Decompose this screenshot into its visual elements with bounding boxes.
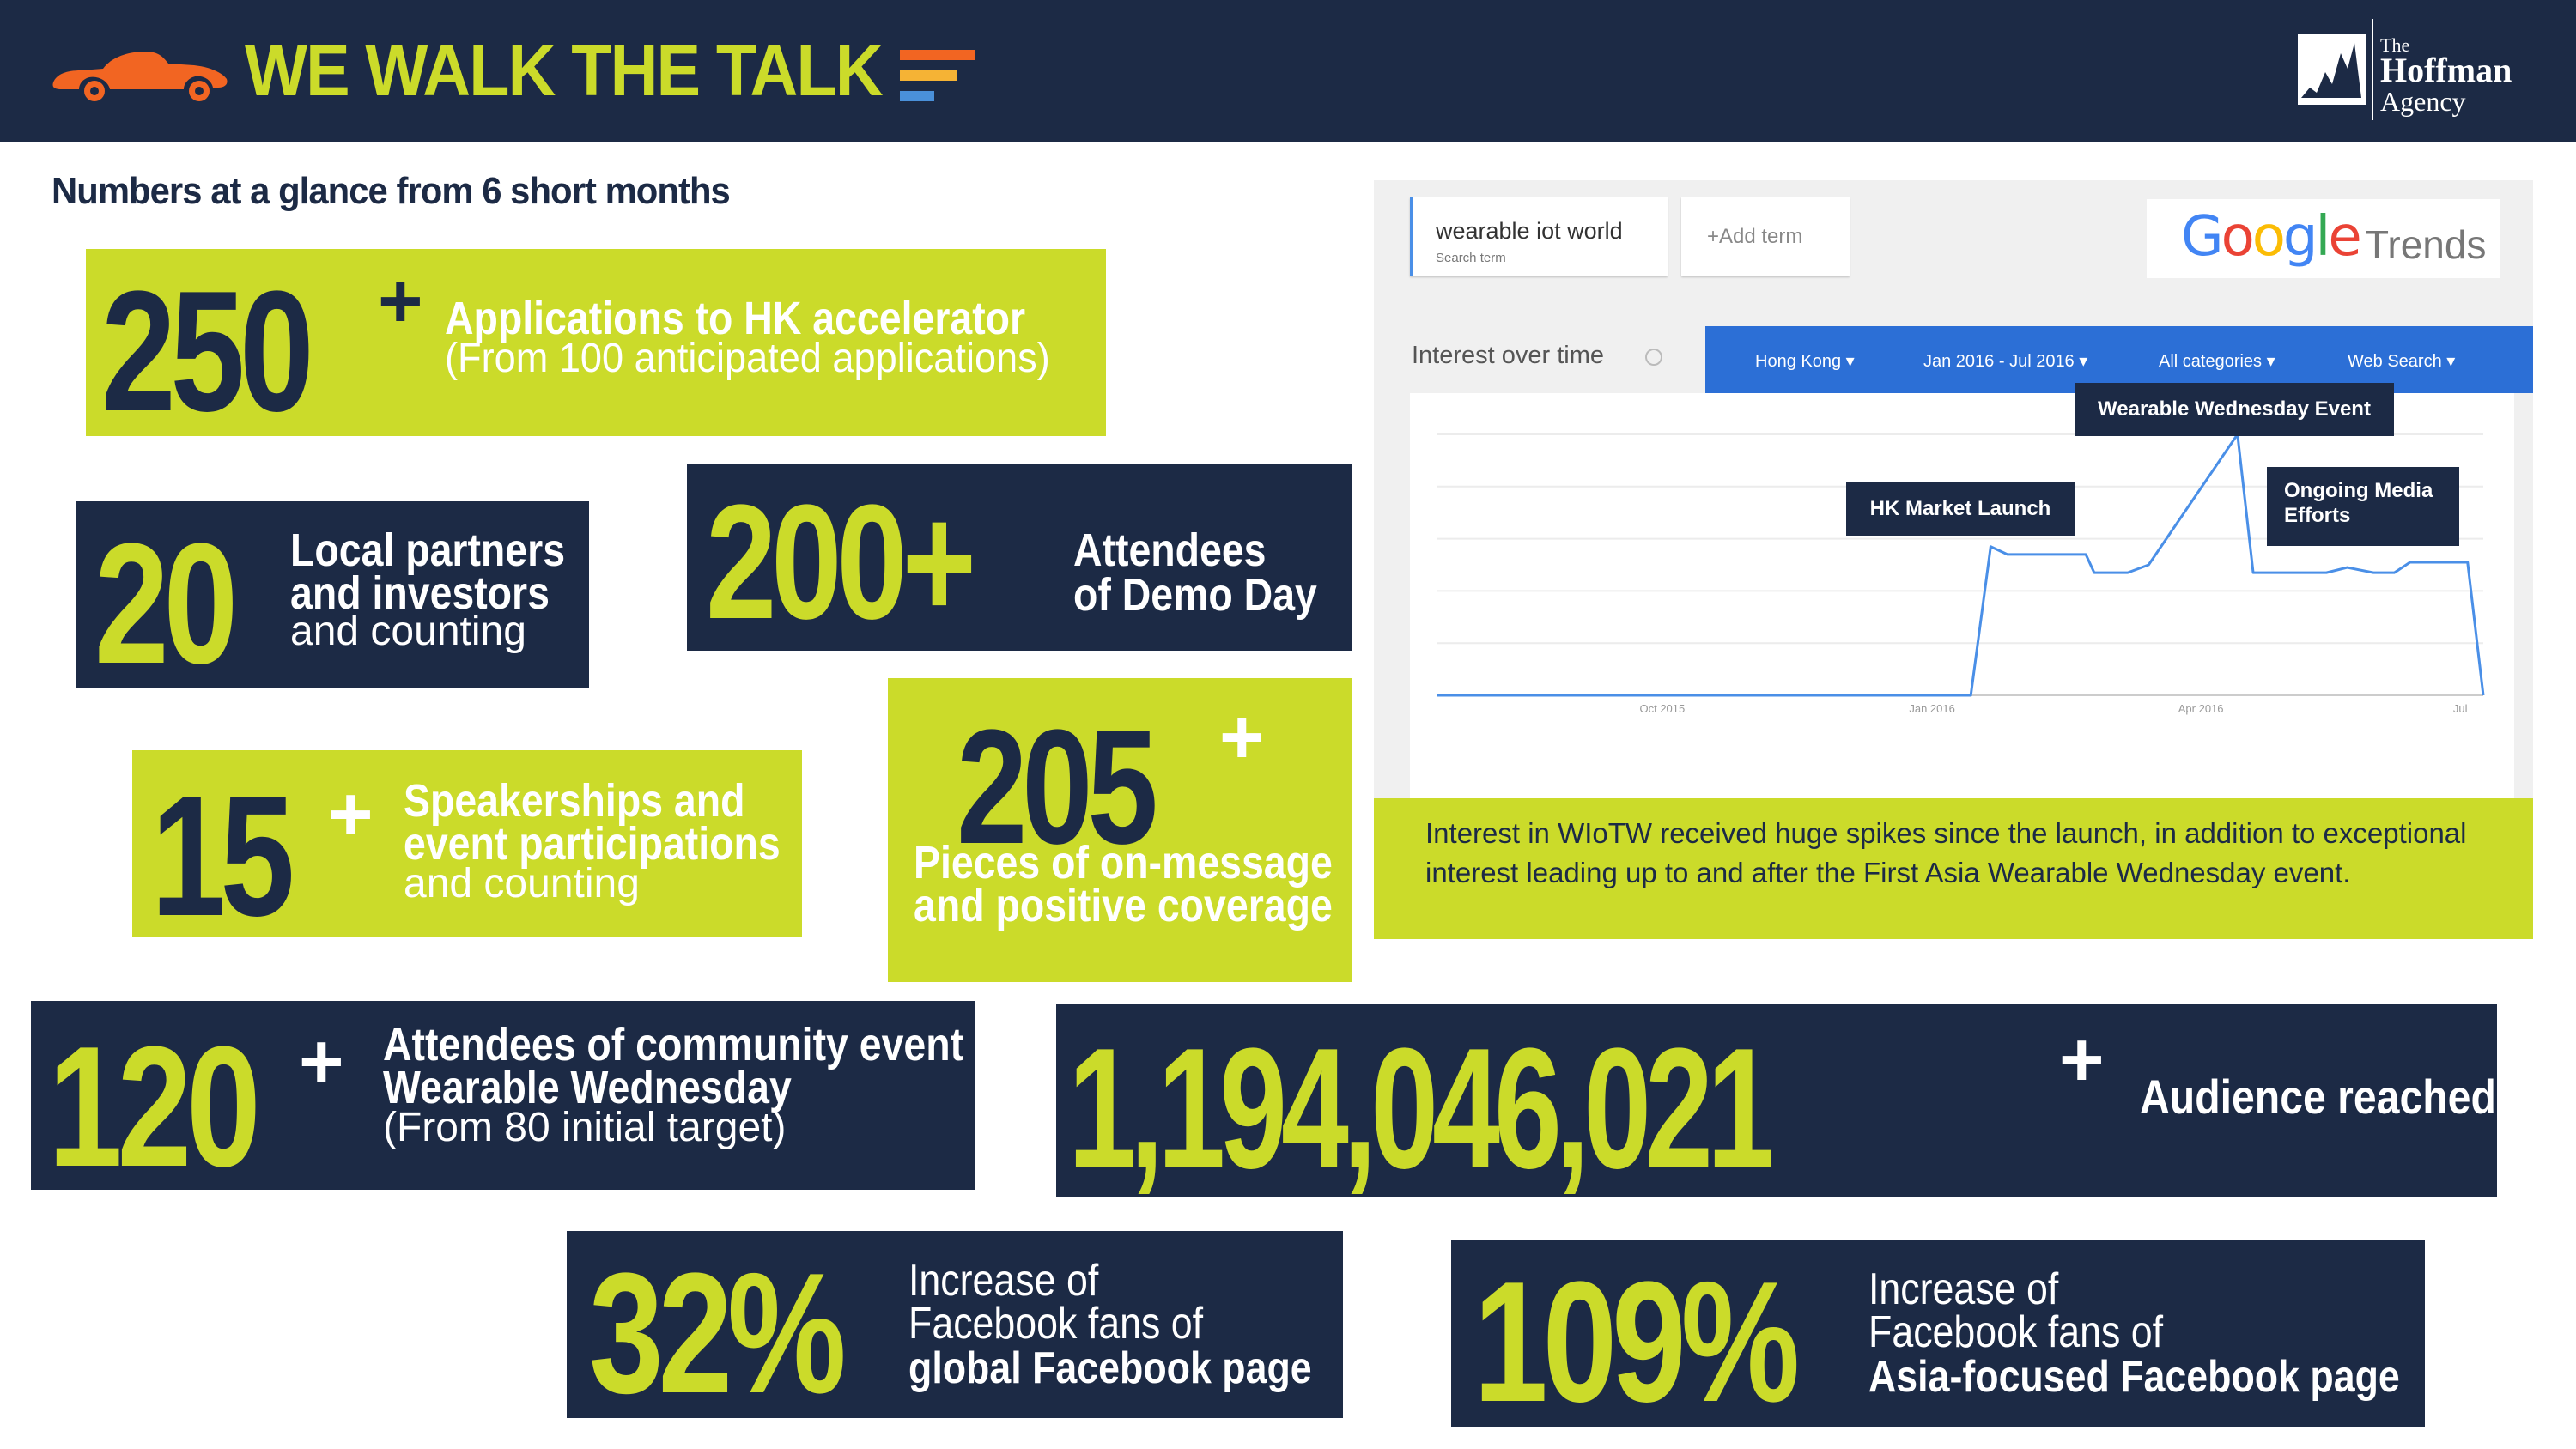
header-bar: WE WALK THE TALK The Hoffman Agency — [0, 0, 2576, 142]
callout-hk-market-launch: HK Market Launch — [1846, 482, 2075, 536]
stripe-blue — [900, 91, 934, 101]
stat-plus: + — [1219, 694, 1265, 780]
stat-applications: 250 + Applications to HK accelerator (Fr… — [86, 249, 1106, 447]
stat-label-line2: Facebook fans of — [1868, 1307, 2164, 1357]
stat-label-line1: Attendees — [1073, 524, 1267, 576]
stripe-orange — [900, 50, 975, 60]
stat-plus: + — [328, 772, 374, 858]
race-car-icon — [52, 52, 228, 101]
stat-global-fb: 32% Increase of Facebook fans of global … — [567, 1231, 1343, 1429]
stat-label-line2: event participations — [404, 818, 781, 870]
google-o2: o — [2251, 205, 2286, 269]
filter-time-range-label: Jan 2016 - Jul 2016 — [1923, 352, 2075, 371]
stat-label-line2: of Demo Day — [1073, 569, 1317, 621]
chevron-down-icon: ▾ — [1845, 352, 1855, 371]
interest-over-time-label: Interest over time — [1412, 342, 1605, 369]
subtitle: Numbers at a glance from 6 short months — [52, 170, 731, 212]
filter-search-type-label: Web Search — [2348, 352, 2442, 371]
x-tick-label: Apr 2016 — [2178, 702, 2224, 715]
stripe-yellow — [900, 70, 957, 81]
google-o1: o — [2221, 205, 2255, 269]
stat-label-line1: Increase of — [1868, 1264, 2059, 1314]
info-icon[interactable] — [1645, 349, 1662, 366]
stat-plus: + — [378, 258, 423, 344]
stat-label-line2: and investors — [290, 567, 550, 619]
chevron-down-icon: ▾ — [2079, 352, 2088, 371]
stat-audience: 1,194,046,021 + Audience reached — [1056, 1004, 2497, 1197]
stat-coverage: 205 + Pieces of on-message and positive … — [888, 678, 1352, 982]
filter-bar: Hong Kong ▾ Jan 2016 - Jul 2016 ▾ All ca… — [1705, 326, 2533, 393]
callout-ongoing-media: Ongoing Media Efforts — [2267, 467, 2459, 546]
stat-number: 120 — [48, 1011, 261, 1203]
google-l: l — [2315, 205, 2331, 269]
google-trends-brand: Google Trends — [2147, 199, 2500, 278]
stat-label-line2: and positive coverage — [914, 880, 1333, 931]
hoffman-logo-mark — [2298, 34, 2366, 105]
chevron-down-icon: ▾ — [2266, 352, 2275, 371]
filter-category[interactable]: All categories ▾ — [2159, 350, 2275, 372]
google-e: e — [2328, 205, 2361, 269]
stat-label-line1: Speakerships and — [404, 775, 745, 827]
hoffman-logo: The Hoffman Agency — [2298, 17, 2521, 124]
stat-label-normal: (From 100 anticipated applications) — [445, 336, 1050, 381]
stat-asia-fb: 109% Increase of Facebook fans of Asia-f… — [1451, 1240, 2425, 1438]
stat-number: 205 — [957, 696, 1158, 878]
trends-description: Interest in WIoTW received huge spikes s… — [1425, 817, 2467, 888]
filter-location-label: Hong Kong — [1755, 352, 1842, 371]
x-tick-label: Jul — [2453, 702, 2468, 715]
stat-label-line2: Wearable Wednesday — [383, 1062, 792, 1113]
add-term-label: +Add term — [1707, 225, 1803, 248]
google-g1: G — [2181, 205, 2224, 269]
stat-partners: 20 Local partners and investors and coun… — [76, 501, 589, 700]
google-g2: g — [2282, 205, 2318, 269]
search-term-caption: Search term — [1436, 251, 1506, 265]
stat-label-line1: Pieces of on-message — [914, 837, 1333, 888]
stat-number: 20 — [94, 508, 238, 700]
stat-speakerships: 15 + Speakerships and event participatio… — [132, 750, 802, 943]
brand-google: Google — [2181, 209, 2362, 264]
stat-number: 15 — [151, 761, 295, 952]
add-term-button[interactable]: +Add term — [1681, 197, 1850, 276]
search-term-value: wearable iot world — [1436, 218, 1623, 244]
logo-agency: Agency — [2380, 86, 2466, 117]
stat-label-line3: Asia-focused Facebook page — [1868, 1352, 2400, 1402]
stat-number: 1,194,046,021 — [1068, 1013, 1775, 1204]
stat-plus: + — [299, 1019, 344, 1105]
trends-description-box: Interest in WIoTW received huge spikes s… — [1374, 798, 2533, 939]
filter-time-range[interactable]: Jan 2016 - Jul 2016 ▾ — [1923, 350, 2087, 372]
stat-number: 250 — [101, 256, 314, 447]
stat-number: 32% — [589, 1238, 847, 1429]
logo-divider — [2372, 19, 2373, 120]
x-tick-label: Jan 2016 — [1909, 702, 1955, 715]
callout-wearable-wednesday: Wearable Wednesday Event — [2075, 383, 2394, 436]
stat-label-line1: Attendees of community event — [383, 1019, 964, 1070]
trends-panel: wearable iot world Search term +Add term… — [1374, 180, 2533, 960]
x-tick-label: Oct 2015 — [1639, 702, 1685, 715]
stat-label-line1: Local partners — [290, 524, 566, 576]
page-title: WE WALK THE TALK — [245, 30, 884, 111]
stat-demo-day: 200+ Attendees of Demo Day — [687, 464, 1352, 651]
stat-label-line3: (From 80 initial target) — [383, 1105, 787, 1150]
logo-hoffman: Hoffman — [2380, 51, 2512, 89]
search-term-box[interactable]: wearable iot world Search term — [1410, 197, 1668, 276]
stat-number: 200+ — [706, 471, 976, 653]
brand-trends: Trends — [2365, 222, 2487, 267]
stat-label-line3: global Facebook page — [908, 1343, 1312, 1393]
filter-search-type[interactable]: Web Search ▾ — [2348, 350, 2455, 372]
stat-community: 120 + Attendees of community event Weara… — [31, 1001, 975, 1203]
filter-location[interactable]: Hong Kong ▾ — [1755, 350, 1855, 372]
filter-category-label: All categories — [2159, 352, 2263, 371]
stat-label-line1: Increase of — [908, 1256, 1099, 1306]
stat-number: 109% — [1473, 1246, 1800, 1438]
stat-plus: + — [2059, 1017, 2105, 1103]
stat-label-bold: Applications to HK accelerator — [445, 293, 1026, 344]
chevron-down-icon: ▾ — [2446, 352, 2456, 371]
stat-label-line2: Facebook fans of — [908, 1299, 1204, 1349]
stat-label: Audience reached — [2140, 1070, 2496, 1124]
stat-label-line3: and counting — [404, 861, 640, 906]
title-stripes — [900, 50, 977, 103]
logo-the: The — [2380, 34, 2410, 56]
stat-label-line3: and counting — [290, 609, 526, 654]
